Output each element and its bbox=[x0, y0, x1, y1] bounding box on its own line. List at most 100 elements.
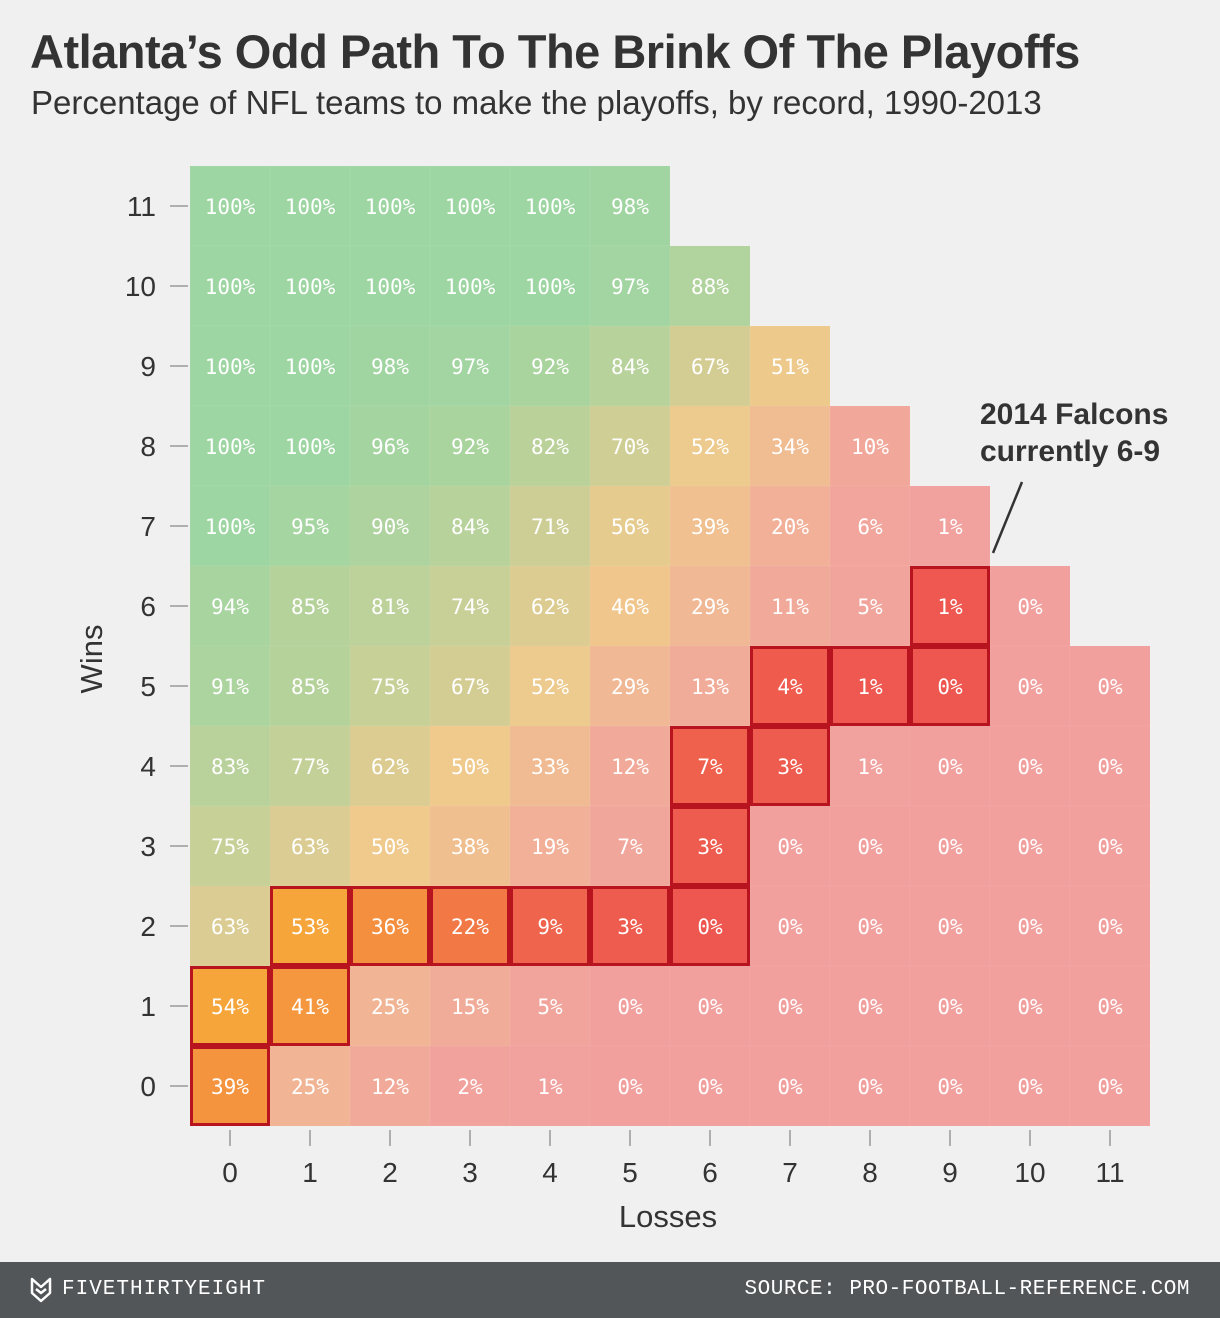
cell-label: 62% bbox=[531, 595, 569, 619]
y-tick-label: 11 bbox=[127, 191, 156, 222]
path-cell-border bbox=[750, 646, 830, 726]
cell-label: 10% bbox=[851, 435, 889, 459]
cell-label: 0% bbox=[937, 995, 963, 1019]
heatmap-cell-w0-l3 bbox=[429, 1045, 511, 1127]
cell-label: 97% bbox=[611, 275, 649, 299]
x-tick-label: 2 bbox=[382, 1157, 398, 1188]
cell-label: 91% bbox=[211, 675, 249, 699]
heatmap-cell-w10-l1 bbox=[269, 245, 351, 327]
cell-label: 100% bbox=[365, 195, 416, 219]
chart-subtitle: Percentage of NFL teams to make the play… bbox=[31, 84, 1042, 121]
cell-label: 1% bbox=[537, 1075, 563, 1099]
cell-label: 1% bbox=[857, 755, 883, 779]
heatmap-cell-w4-l11 bbox=[1069, 725, 1151, 807]
heatmap-cell-w0-l8 bbox=[829, 1045, 911, 1127]
cell-label: 50% bbox=[371, 835, 409, 859]
x-tick-label: 4 bbox=[542, 1157, 558, 1188]
cell-label: 100% bbox=[525, 195, 576, 219]
cell-label: 0% bbox=[1017, 755, 1043, 779]
cell-label: 100% bbox=[205, 355, 256, 379]
cell-label: 98% bbox=[611, 195, 649, 219]
heatmap-cell-w10-l0 bbox=[189, 245, 271, 327]
x-tick-label: 5 bbox=[622, 1157, 638, 1188]
cell-label: 7% bbox=[697, 755, 723, 779]
heatmap-cell-w10-l6 bbox=[669, 245, 751, 327]
cell-label: 88% bbox=[691, 275, 729, 299]
heatmap-cell-w3-l11 bbox=[1069, 805, 1151, 887]
heatmap-cell-w7-l5 bbox=[589, 485, 671, 567]
cell-label: 82% bbox=[531, 435, 569, 459]
heatmap-cell-w6-l0 bbox=[189, 565, 271, 647]
brand-name: FIVETHIRTYEIGHT bbox=[62, 1278, 267, 1301]
cell-label: 100% bbox=[445, 275, 496, 299]
falcons-annotation: 2014 Falcons currently 6-9 bbox=[980, 396, 1168, 470]
heatmap-cell-w0-l0 bbox=[189, 1045, 271, 1127]
heatmap-chart: 100% 100% 100% 100% 100% 98%100% 100% 100% 100% 1… bbox=[74, 165, 1151, 1234]
path-cell-border bbox=[830, 646, 910, 726]
cell-label: 0% bbox=[777, 835, 803, 859]
cell-label: 15% bbox=[451, 995, 489, 1019]
heatmap-cell-w3-l8 bbox=[829, 805, 911, 887]
x-axis-title: Losses bbox=[619, 1199, 717, 1234]
cell-label: 0% bbox=[617, 995, 643, 1019]
cell-label: 0% bbox=[1097, 675, 1123, 699]
cell-label: 56% bbox=[611, 515, 649, 539]
cell-label: 36% bbox=[371, 915, 409, 939]
x-tick-label: 6 bbox=[702, 1157, 718, 1188]
heatmap-cell-w6-l2 bbox=[349, 565, 431, 647]
heatmap-cell-w8-l8 bbox=[829, 405, 911, 487]
path-cell-border bbox=[590, 886, 670, 966]
y-tick-label: 4 bbox=[140, 751, 156, 782]
cell-label: 100% bbox=[285, 275, 336, 299]
cell-label: 100% bbox=[205, 435, 256, 459]
heatmap-cell-w3-l5 bbox=[589, 805, 671, 887]
cell-label: 100% bbox=[205, 275, 256, 299]
chart-title: Atlanta’s Odd Path To The Brink Of The P… bbox=[30, 25, 1080, 78]
cell-label: 0% bbox=[697, 1075, 723, 1099]
heatmap-cell-w7-l6 bbox=[669, 485, 751, 567]
cell-label: 62% bbox=[371, 755, 409, 779]
cell-label: 96% bbox=[371, 435, 409, 459]
heatmap-cell-w4-l2 bbox=[349, 725, 431, 807]
heatmap-cell-w3-l10 bbox=[989, 805, 1071, 887]
y-tick-label: 8 bbox=[140, 431, 156, 462]
cell-label: 0% bbox=[1017, 835, 1043, 859]
heatmap-cell-w6-l4 bbox=[509, 565, 591, 647]
cell-label: 90% bbox=[371, 515, 409, 539]
heatmap-cell-w0-l2 bbox=[349, 1045, 431, 1127]
cell-label: 100% bbox=[285, 435, 336, 459]
cell-label: 33% bbox=[531, 755, 569, 779]
cell-label: 0% bbox=[697, 995, 723, 1019]
heatmap-cell-w7-l2 bbox=[349, 485, 431, 567]
x-tick-label: 0 bbox=[222, 1157, 238, 1188]
heatmap-cell-w8-l2 bbox=[349, 405, 431, 487]
heatmap-cell-w6-l1 bbox=[269, 565, 351, 647]
heatmap-cell-w4-l4 bbox=[509, 725, 591, 807]
heatmap-cell-w1-l7 bbox=[749, 965, 831, 1047]
path-cell-border bbox=[910, 566, 990, 646]
path-cell-border bbox=[670, 886, 750, 966]
cell-label: 97% bbox=[451, 355, 489, 379]
cell-label: 0% bbox=[937, 835, 963, 859]
x-tick-label: 10 bbox=[1014, 1157, 1045, 1188]
cell-label: 0% bbox=[937, 675, 963, 699]
heatmap-cell-w9-l4 bbox=[509, 325, 591, 407]
path-cell-border bbox=[670, 806, 750, 886]
heatmap-cell-w0-l1 bbox=[269, 1045, 351, 1127]
cell-label: 52% bbox=[691, 435, 729, 459]
cell-label: 12% bbox=[371, 1075, 409, 1099]
cell-label: 50% bbox=[451, 755, 489, 779]
heatmap-cell-w0-l5 bbox=[589, 1045, 671, 1127]
heatmap-cell-w6-l9 bbox=[909, 565, 991, 647]
cell-label: 25% bbox=[291, 1075, 329, 1099]
path-cell-border bbox=[750, 726, 830, 806]
cell-label: 92% bbox=[451, 435, 489, 459]
cell-label: 77% bbox=[291, 755, 329, 779]
cell-label: 100% bbox=[285, 195, 336, 219]
cell-label: 0% bbox=[777, 915, 803, 939]
heatmap-cell-w7-l4 bbox=[509, 485, 591, 567]
y-tick-label: 2 bbox=[140, 911, 156, 942]
cell-label: 67% bbox=[691, 355, 729, 379]
heatmap-cell-w4-l0 bbox=[189, 725, 271, 807]
heatmap-cell-w8-l5 bbox=[589, 405, 671, 487]
